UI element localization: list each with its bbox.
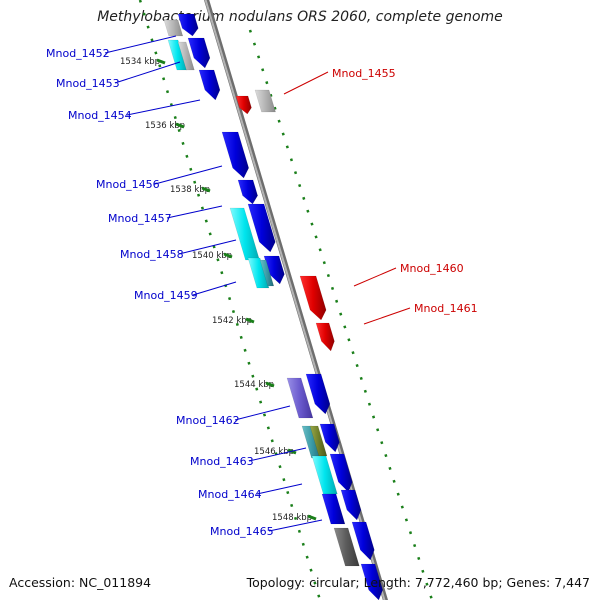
label-leader-line xyxy=(178,239,237,255)
kbp-label: 1538 kbp xyxy=(170,185,210,195)
gene-feature xyxy=(333,527,360,567)
kbp-label: 1534 kbp xyxy=(120,57,160,67)
label-leader-line xyxy=(248,447,307,462)
gene-feature xyxy=(311,455,338,495)
kbp-label: 1536 kbp xyxy=(145,121,185,131)
gene-feature xyxy=(319,423,340,453)
gene-feature xyxy=(360,563,384,600)
gene-feature xyxy=(235,95,252,115)
tick-guide-right xyxy=(248,29,434,600)
label-leader-line xyxy=(104,35,177,54)
label-leader-line xyxy=(114,61,181,84)
kbp-tick xyxy=(307,514,317,521)
gene-feature xyxy=(247,203,276,253)
gene-feature xyxy=(309,425,328,457)
gene-feature xyxy=(177,13,199,37)
gene-feature xyxy=(305,373,331,415)
gene-feature xyxy=(299,275,327,321)
label-leader-line xyxy=(154,165,223,185)
gene-features xyxy=(163,13,384,600)
accession-text: Accession: NC_011894 xyxy=(9,575,152,590)
kbp-label: 1546 kbp xyxy=(254,447,294,457)
kbp-tick xyxy=(201,186,211,193)
kbp-tick xyxy=(223,252,233,259)
kbp-markers: 1534 kbp 1536 kbp 1538 kbp 1540 kbp 1542 kbp… xyxy=(120,57,317,523)
gene-feature xyxy=(187,37,211,69)
gene-feature xyxy=(254,89,276,113)
gene-label[interactable]: Mnod_1452 xyxy=(46,47,110,60)
label-leader-line xyxy=(192,281,237,296)
gene-label[interactable]: Mnod_1457 xyxy=(108,212,172,225)
label-leader-line xyxy=(353,267,397,287)
gene-feature xyxy=(237,179,258,205)
gene-label[interactable]: Mnod_1459 xyxy=(134,289,198,302)
kbp-tick xyxy=(265,381,275,388)
label-leader-line xyxy=(268,519,323,532)
gene-label[interactable]: Mnod_1461 xyxy=(414,302,478,315)
kbp-label: 1548 kbp xyxy=(272,513,312,523)
gene-label[interactable]: Mnod_1462 xyxy=(176,414,240,427)
gene-feature xyxy=(259,259,275,287)
kbp-tick xyxy=(245,317,255,324)
gene-label[interactable]: Mnod_1463 xyxy=(190,455,254,468)
map-title: Methylobacterium nodulans ORS 2060, comp… xyxy=(97,9,503,25)
gene-label[interactable]: Mnod_1453 xyxy=(56,77,120,90)
gene-feature xyxy=(177,41,195,71)
gene-label[interactable]: Mnod_1456 xyxy=(96,178,160,191)
kbp-tick xyxy=(175,122,185,129)
gene-feature xyxy=(329,453,353,493)
kbp-label: 1544 kbp xyxy=(234,380,274,390)
gene-label[interactable]: Mnod_1454 xyxy=(68,109,132,122)
label-leader-line xyxy=(283,71,329,95)
gene-feature xyxy=(340,489,362,521)
label-leader-line xyxy=(126,99,201,116)
gene-label[interactable]: Mnod_1458 xyxy=(120,248,184,261)
gene-label[interactable]: Mnod_1465 xyxy=(210,525,274,538)
gene-labels: Mnod_1452 Mnod_1453 Mnod_1454 Mnod_1456 Mnod… xyxy=(46,35,478,538)
label-leader-line xyxy=(256,483,303,495)
gene-feature xyxy=(315,322,335,352)
gene-label[interactable]: Mnod_1455 xyxy=(332,67,396,80)
label-leader-line xyxy=(166,205,223,219)
label-leader-line xyxy=(363,307,411,325)
gene-feature xyxy=(247,257,270,289)
gene-feature xyxy=(321,493,346,525)
gene-feature xyxy=(351,521,375,561)
gene-feature xyxy=(163,19,184,37)
gene-label[interactable]: Mnod_1460 xyxy=(400,262,464,275)
kbp-tick xyxy=(156,58,166,65)
gene-feature xyxy=(198,69,221,101)
gene-feature xyxy=(286,377,314,419)
gene-feature xyxy=(221,131,249,179)
topology-text: Topology: circular; Length: 7,772,460 bp… xyxy=(246,575,590,590)
label-leader-line xyxy=(234,405,291,421)
kbp-label: 1540 kbp xyxy=(192,251,232,261)
gene-label[interactable]: Mnod_1464 xyxy=(198,488,262,501)
kbp-label: 1542 kbp xyxy=(212,316,252,326)
